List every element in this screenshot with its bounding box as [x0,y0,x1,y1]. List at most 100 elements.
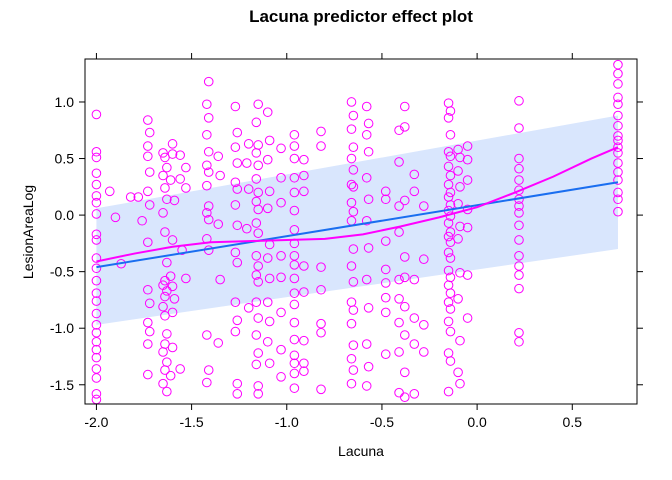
data-point [346,261,357,271]
data-point [346,318,357,329]
data-point [181,273,191,284]
x-tick-label: -1.0 [275,414,299,430]
data-point [133,192,144,202]
data-point [276,251,286,261]
data-point [251,330,262,340]
data-point [262,297,273,307]
data-point [144,200,155,210]
data-point [346,297,357,307]
data-point [137,215,147,226]
data-point [443,146,454,157]
data-point [419,201,429,211]
data-point [264,135,275,146]
data-point [158,347,168,357]
data-point [253,389,264,399]
data-point [289,172,300,183]
data-point [299,170,309,181]
data-point [455,182,465,192]
data-point [253,204,264,215]
data-point [253,187,264,198]
data-point [445,106,456,116]
data-point [289,273,300,284]
data-point [514,163,524,174]
data-point [158,148,168,158]
data-point [363,243,374,253]
data-point [276,307,286,318]
data-point [91,364,102,374]
data-point [143,284,153,295]
data-point [203,76,214,87]
data-point [232,389,243,399]
data-point [143,369,153,380]
data-point [232,315,243,326]
data-point [203,146,214,157]
data-point [230,247,241,258]
data-point [462,222,473,233]
data-point [167,342,178,353]
data-point [363,194,374,205]
y-tick-label: 1.0 [55,94,75,110]
data-point [175,150,185,160]
data-point [348,142,359,153]
data-point [91,235,102,245]
data-point [91,253,102,263]
data-point [380,307,391,318]
data-point [380,236,391,246]
data-point [348,110,359,121]
data-point [361,274,372,285]
data-point [419,347,429,357]
data-point [91,288,102,298]
data-point [91,209,102,219]
data-point [394,201,404,211]
data-point [443,231,454,242]
data-point [202,180,212,191]
data-point [202,330,212,340]
data-point [394,294,404,304]
x-tick-label: 0.5 [563,414,583,430]
data-point [419,254,429,265]
data-point [213,151,224,162]
data-point [348,182,359,192]
data-point [361,101,372,112]
data-point [264,358,275,369]
data-point [394,274,404,285]
data-point [346,353,357,364]
data-point [165,271,176,281]
data-point [253,140,264,150]
data-point [289,358,300,369]
data-point [251,297,262,307]
data-point [514,123,524,133]
data-point [203,214,214,225]
data-point [462,141,473,151]
data-point [202,129,212,140]
data-point [230,177,241,188]
data-point [394,157,404,167]
data-point [613,142,623,153]
data-point [443,280,454,291]
data-point [253,160,264,171]
data-point [289,350,300,361]
data-point [251,359,262,370]
data-point [289,288,300,298]
plot-frame [84,58,638,405]
y-tick-label: -0.5 [50,264,74,280]
data-point [380,278,391,288]
data-point [253,228,264,238]
data-point [251,218,262,228]
data-point [445,304,456,314]
data-point [160,291,170,302]
plot-area [91,59,623,404]
data-point [613,135,623,146]
data-point [445,170,456,181]
data-point [361,339,372,349]
data-point [91,320,102,330]
data-point [380,186,391,197]
data-point [443,348,454,358]
data-point [299,186,309,197]
data-point [399,101,410,112]
data-point [380,264,391,275]
data-point [253,99,264,110]
data-point [399,392,410,403]
data-point [455,221,465,232]
data-point [453,367,463,378]
